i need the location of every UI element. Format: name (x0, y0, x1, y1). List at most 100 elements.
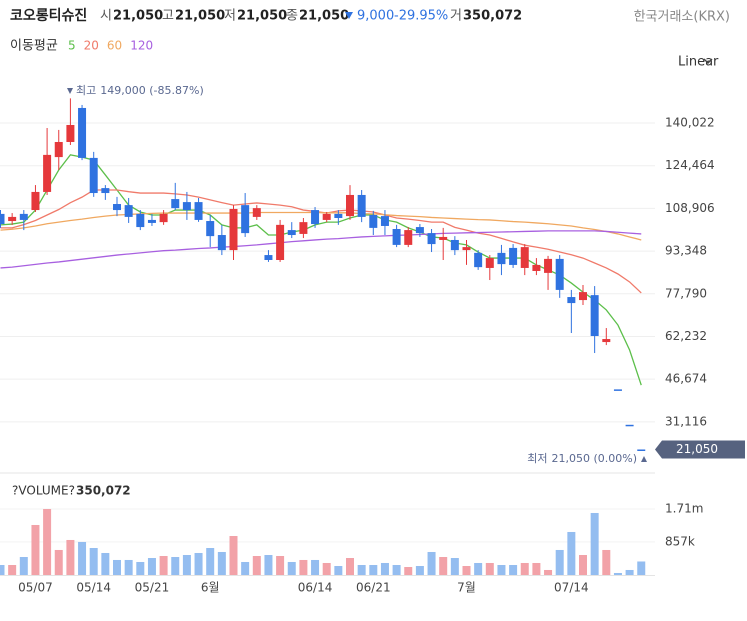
stock-name: 코오롱티슈진 (10, 7, 87, 24)
volume-bar (404, 567, 413, 575)
y-tick-label: 124,464 (665, 158, 715, 172)
x-tick-label: 05/07 (18, 581, 53, 595)
candle-body (124, 205, 133, 217)
legend-entry: 60 (107, 39, 122, 53)
volume-bar (439, 557, 448, 575)
volume-bar (322, 562, 331, 575)
volume-bar (311, 559, 320, 575)
volume-bar (159, 556, 168, 575)
candle-body (229, 208, 238, 251)
x-tick-label: 7월 (457, 581, 476, 595)
candle-body (637, 449, 646, 451)
change: 9,000 (357, 9, 394, 24)
candle-body (0, 213, 5, 225)
volume-bar (43, 509, 52, 575)
volume-bar (380, 562, 389, 575)
volume-bar (625, 569, 634, 575)
last-price-tag (655, 440, 745, 459)
quote-label: 시 (100, 9, 112, 24)
scale-toggle[interactable]: Linear (678, 55, 719, 70)
candle-body (31, 191, 40, 211)
volume-bar (590, 512, 599, 575)
volume-title: ?VOLUME? (12, 484, 75, 498)
candle-body (241, 205, 250, 234)
candle-body (182, 202, 191, 211)
y-tick-label: 31,116 (665, 414, 707, 428)
last-price-label: 21,050 (676, 442, 718, 456)
ma-title: 이동평균 (10, 39, 58, 54)
volume-bar (509, 564, 518, 575)
candle-body (555, 258, 564, 290)
ma-line (0, 211, 642, 241)
quote-value: 21,050 (237, 9, 287, 24)
volume-bar (276, 556, 285, 575)
candle-body (136, 213, 145, 228)
volume-bar (136, 561, 145, 575)
candle-body (78, 107, 87, 158)
candle-body (369, 214, 378, 228)
candle-body (147, 219, 156, 223)
quote-value: 21,050 (175, 9, 225, 24)
candle-body (357, 194, 366, 217)
candle-body (43, 154, 52, 192)
volume-bar (497, 564, 506, 575)
ma-legend: 5 20 60 120 (68, 39, 153, 53)
candle-body (380, 216, 389, 226)
ma-line (0, 230, 642, 269)
candle-body (19, 213, 28, 220)
volume-bar (532, 562, 541, 575)
candle-body (206, 221, 215, 237)
volume-current: 350,072 (76, 484, 131, 498)
candle-body (602, 339, 611, 343)
legend-entry: 5 (68, 39, 76, 53)
scale-chevron[interactable] (703, 58, 713, 64)
volume-bar (8, 564, 17, 575)
volume-bar (474, 562, 483, 575)
candle-body (415, 227, 424, 234)
volume-bar (613, 572, 622, 575)
candle-body (497, 252, 506, 265)
volume-bar (427, 551, 436, 575)
candle-body (264, 255, 273, 260)
candle-body (450, 239, 459, 251)
volume-bar (450, 558, 459, 575)
volume-bar (217, 551, 226, 575)
low-text: 21,050 (0.00%) (551, 452, 637, 465)
volume-bar (54, 549, 63, 575)
candle-body (322, 213, 331, 220)
y-tick-label: 62,232 (665, 329, 707, 343)
candle-body (8, 216, 17, 222)
quote-label: 종 (286, 9, 298, 24)
low-label: 최저 (527, 452, 547, 465)
volume-bar (229, 535, 238, 575)
candle-body (485, 258, 494, 268)
y-tick-label: 140,022 (665, 115, 715, 129)
y-tick-label: 93,348 (665, 244, 707, 258)
volume-bar (78, 541, 87, 575)
volume-bar (579, 554, 587, 575)
high-text: 149,000 (-85.87%) (100, 84, 203, 97)
high-marker (67, 88, 73, 94)
x-tick-label: 06/21 (356, 581, 391, 595)
candle-body (509, 247, 518, 265)
volume-bar (124, 559, 133, 575)
candle-body (625, 424, 634, 427)
candle-body (346, 194, 354, 217)
candle-body (474, 252, 483, 268)
legend-entry: 20 (84, 39, 99, 53)
high-label: 최고 (76, 84, 96, 97)
x-tick-label: 06/14 (298, 581, 333, 595)
volume-bar (334, 566, 343, 575)
volume-bar (567, 531, 576, 575)
volume-bar (299, 559, 308, 575)
volume-bar (555, 549, 564, 575)
low-marker (641, 456, 647, 462)
volume-bar (182, 554, 191, 575)
candle-body (439, 236, 448, 240)
y-tick-label: 46,674 (665, 372, 707, 386)
quote-label: 저 (224, 9, 236, 24)
volume-bar (241, 561, 250, 575)
candle-body (276, 224, 285, 260)
